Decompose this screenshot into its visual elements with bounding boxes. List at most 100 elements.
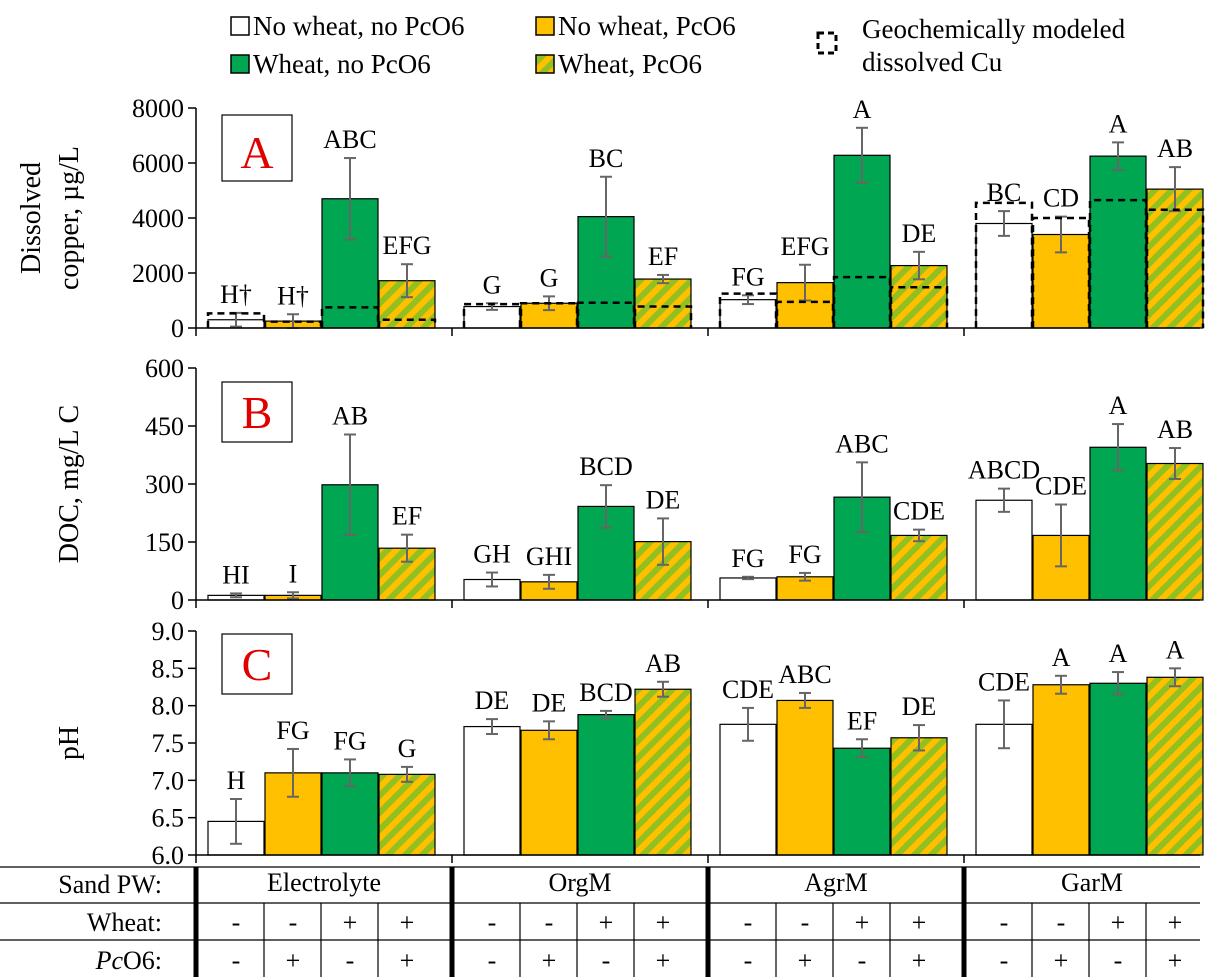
modeled-cu-outline xyxy=(633,305,693,328)
table-cell-wheat: + xyxy=(855,908,870,937)
y-tick-label: 0 xyxy=(171,314,184,343)
table-cell-wheat: + xyxy=(1168,908,1183,937)
significance-letter: FG xyxy=(788,540,821,569)
y-tick-label: 600 xyxy=(145,354,184,383)
table-cell-pco6: + xyxy=(542,946,557,975)
y-axis-label: copper, µg/L xyxy=(54,146,85,290)
modeled-cu-outline xyxy=(320,306,380,328)
significance-letter: A xyxy=(1109,109,1128,138)
significance-letter: ABCD xyxy=(968,456,1040,485)
legend-label: dissolved Cu xyxy=(862,47,1003,77)
table-cell-wheat: - xyxy=(545,908,554,937)
y-tick-label: 150 xyxy=(145,528,184,557)
table-cell-pco6: + xyxy=(1054,946,1069,975)
significance-letter: CDE xyxy=(893,497,945,526)
table-row-label: Sand PW: xyxy=(58,870,162,899)
condition-table: Sand PW:Wheat:PcO6:Electrolyte---++-++Or… xyxy=(0,866,1200,977)
significance-letter: CDE xyxy=(1035,471,1087,500)
y-tick-label: 8.5 xyxy=(152,654,185,683)
panel-letter-box xyxy=(221,633,293,695)
modeled-cu-outline xyxy=(377,318,437,328)
table-group-label: Electrolyte xyxy=(267,868,381,897)
modeled-cu-outline xyxy=(519,302,579,328)
legend-label: No wheat, PcO6 xyxy=(558,11,736,41)
significance-letter: EFG xyxy=(780,232,829,261)
table-cell-wheat: - xyxy=(1057,908,1066,937)
panel-letter-box xyxy=(221,114,293,182)
panel-letter: B xyxy=(242,387,273,438)
table-row-label: PcO6: xyxy=(95,946,162,975)
table-row-label: Wheat: xyxy=(87,908,162,937)
bar xyxy=(378,773,436,856)
table-group-label: OrgM xyxy=(548,868,611,897)
table-cell-wheat: + xyxy=(400,908,415,937)
significance-letter: DE xyxy=(902,219,937,248)
significance-letter: I xyxy=(289,559,298,588)
legend-label: Wheat, PcO6 xyxy=(558,49,702,79)
modeled-cu-outline xyxy=(718,292,778,328)
legend-label: No wheat, no PcO6 xyxy=(253,11,464,41)
bar xyxy=(975,499,1033,601)
y-tick-label: 7.5 xyxy=(152,729,185,758)
table-cell-pco6: - xyxy=(602,946,611,975)
table-cell-wheat: - xyxy=(1000,908,1009,937)
bar xyxy=(634,278,692,329)
significance-letter: AB xyxy=(645,649,681,678)
significance-letter: BCD xyxy=(579,678,632,707)
bar xyxy=(1146,462,1204,601)
table-cell-pco6: + xyxy=(912,946,927,975)
significance-letter: ABC xyxy=(835,429,888,458)
legend-swatch-striped xyxy=(535,54,555,74)
significance-letter: FG xyxy=(276,716,309,745)
table-cell-pco6: - xyxy=(744,946,753,975)
significance-letter: A xyxy=(1109,639,1128,668)
significance-letter: DE xyxy=(532,688,567,717)
significance-letter: DE xyxy=(475,686,510,715)
bar xyxy=(634,688,692,856)
legend-swatch-white xyxy=(230,16,250,36)
y-tick-label: 6000 xyxy=(132,149,184,178)
y-axis-label: Dissolved xyxy=(16,162,47,274)
bar xyxy=(463,725,521,856)
table-cell-wheat: - xyxy=(801,908,810,937)
significance-letter: FG xyxy=(333,726,366,755)
significance-letter: FG xyxy=(731,262,764,291)
significance-letter: ABC xyxy=(323,125,376,154)
y-tick-label: 6.5 xyxy=(152,804,185,833)
y-tick-label: 7.0 xyxy=(152,766,185,795)
significance-letter: BC xyxy=(987,178,1022,207)
significance-letter: G xyxy=(483,270,502,299)
legend-label: Wheat, no PcO6 xyxy=(253,49,431,79)
significance-letter: G xyxy=(398,734,417,763)
significance-letter: AB xyxy=(332,402,368,431)
significance-letter: H† xyxy=(220,280,252,309)
table-group-label: GarM xyxy=(1061,868,1123,897)
modeled-cu-outline xyxy=(775,300,835,328)
bar xyxy=(577,714,635,856)
legend-swatch-green xyxy=(230,54,250,74)
significance-letter: DE xyxy=(646,485,681,514)
table-cell-wheat: + xyxy=(656,908,671,937)
significance-letter: CDE xyxy=(722,675,774,704)
y-tick-label: 8000 xyxy=(132,94,184,123)
significance-letter: G xyxy=(540,263,559,292)
panel-letter-box xyxy=(221,381,293,443)
significance-letter: BCD xyxy=(579,452,632,481)
significance-letter: H† xyxy=(277,281,309,310)
significance-letter: FG xyxy=(731,544,764,573)
significance-letter: A xyxy=(1109,391,1128,420)
y-tick-label: 8.0 xyxy=(152,692,185,721)
significance-letter: HI xyxy=(222,560,249,589)
bar xyxy=(1032,684,1090,856)
table-cell-wheat: - xyxy=(488,908,497,937)
legend-swatch-dashed xyxy=(816,31,838,55)
legend-swatch-yellow xyxy=(535,16,555,36)
significance-letter: AB xyxy=(1157,415,1193,444)
significance-letter: A xyxy=(853,95,872,124)
table-cell-wheat: - xyxy=(232,908,241,937)
significance-letter: A xyxy=(1052,643,1071,672)
significance-letter: DE xyxy=(902,692,937,721)
table-cell-pco6: - xyxy=(1114,946,1123,975)
bar xyxy=(975,222,1033,329)
